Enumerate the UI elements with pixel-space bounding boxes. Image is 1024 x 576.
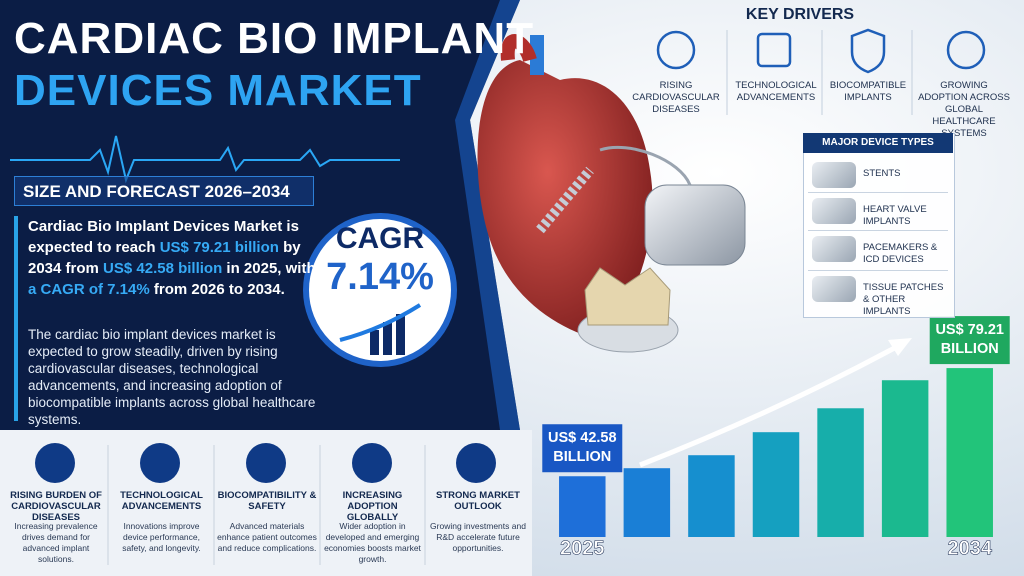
device-thumb bbox=[812, 198, 856, 224]
highlight-text: Increasing prevalence drives demand for … bbox=[14, 521, 98, 564]
chart: 2025 US$ 42.58 BILLION 2034 US$ 79.21 BILLION bbox=[542, 316, 1010, 560]
bar bbox=[817, 408, 864, 537]
summary-text: in 2025, with bbox=[222, 260, 316, 277]
highlight-title: INCREASING ADOPTION GLOBALLY bbox=[342, 490, 403, 523]
highlight-title: RISING BURDEN OF CARDIOVASCULAR DISEASES bbox=[10, 490, 102, 523]
icon bbox=[140, 443, 180, 483]
driver-label: GROWING ADOPTION ACROSS GLOBAL HEALTHCAR… bbox=[918, 80, 1010, 139]
icon bbox=[35, 443, 75, 483]
icon bbox=[352, 443, 392, 483]
valve-leaflet bbox=[584, 267, 671, 326]
highlight-icons bbox=[35, 443, 496, 483]
row-divider bbox=[808, 192, 948, 193]
subtitle: SIZE AND FORECAST 2026–2034 bbox=[14, 176, 314, 206]
vessel bbox=[500, 34, 537, 63]
bar bbox=[881, 380, 929, 537]
lead bbox=[599, 145, 692, 186]
icon bbox=[946, 30, 986, 70]
value-label-box bbox=[929, 316, 1010, 365]
bar bbox=[752, 432, 800, 537]
pulse-line bbox=[10, 135, 400, 184]
accent-bar bbox=[14, 216, 18, 421]
value-label-line: US$ 79.21 bbox=[935, 322, 1004, 338]
device-type-label: STENTS bbox=[863, 168, 901, 179]
bar bbox=[946, 368, 993, 537]
cagr-label: CAGR bbox=[335, 222, 425, 255]
cagr-value: 7.14% bbox=[326, 256, 434, 298]
device-type-label: PACEMAKERS & ICD DEVICES bbox=[863, 242, 938, 265]
device-thumb bbox=[812, 236, 856, 262]
stent bbox=[536, 166, 594, 234]
x-tick-label: 2034 bbox=[947, 537, 992, 559]
driver-label: RISING CARDIOVASCULAR DISEASES bbox=[632, 80, 720, 115]
device-types-title: MAJOR DEVICE TYPES bbox=[803, 133, 953, 153]
value-label-line: BILLION bbox=[941, 341, 999, 357]
badge-icon bbox=[370, 330, 379, 355]
highlight-title: BIOCOMPATIBILITY & SAFETY bbox=[217, 490, 317, 512]
summary-text: by 2034 from bbox=[28, 239, 301, 277]
bar bbox=[559, 476, 606, 537]
summary-text: Cardiac Bio Implant Devices Market is ex… bbox=[28, 218, 299, 256]
value-label: US$ 79.21 BILLION bbox=[935, 322, 1004, 357]
icon bbox=[756, 32, 792, 68]
vessel bbox=[530, 35, 544, 75]
heart bbox=[477, 60, 653, 340]
row-divider bbox=[808, 270, 948, 271]
growth-arrow bbox=[639, 342, 902, 468]
title: DEVICES MARKET bbox=[14, 66, 422, 115]
driver-label: TECHNOLOGICAL ADVANCEMENTS bbox=[735, 80, 817, 103]
highlight-dividers bbox=[107, 445, 426, 565]
x-tick-label: 2025 bbox=[560, 537, 605, 559]
cagr-badge bbox=[303, 213, 457, 367]
driver-dividers bbox=[726, 30, 913, 115]
highlight-text: Innovations improve device performance, … bbox=[122, 521, 201, 553]
summary-text: from 2026 to 2034. bbox=[149, 281, 285, 298]
badge-icon bbox=[396, 314, 405, 355]
driver-icons bbox=[656, 28, 986, 74]
value-label-line: BILLION bbox=[553, 449, 611, 465]
highlight-text: Growing investments and R&D accelerate f… bbox=[430, 521, 526, 553]
bar bbox=[623, 468, 671, 537]
growth-arrow-head bbox=[888, 338, 912, 356]
summary-highlight: US$ 79.21 billion bbox=[159, 239, 279, 256]
bar bbox=[688, 455, 735, 537]
summary: Cardiac Bio Implant Devices Market is ex… bbox=[28, 216, 318, 300]
panel-edge bbox=[455, 0, 520, 430]
value-label: US$ 42.58 BILLION bbox=[548, 430, 617, 465]
device-type-label: HEART VALVE IMPLANTS bbox=[863, 204, 927, 227]
driver-label: BIOCOMPATIBLE IMPLANTS bbox=[829, 80, 907, 103]
summary-highlight: US$ 42.58 billion bbox=[103, 260, 223, 277]
icon bbox=[656, 30, 696, 70]
title: CARDIAC BIO IMPLANT bbox=[14, 14, 535, 63]
icon bbox=[850, 28, 886, 74]
icon bbox=[246, 443, 286, 483]
highlight-title: STRONG MARKET OUTLOOK bbox=[436, 490, 520, 512]
device-thumb bbox=[812, 162, 856, 188]
summary-highlight: a CAGR of 7.14% bbox=[28, 281, 150, 298]
body-text: The cardiac bio implant devices market i… bbox=[28, 327, 316, 427]
device-type-label: TISSUE PATCHES & OTHER IMPLANTS bbox=[863, 282, 944, 317]
icon bbox=[456, 443, 496, 483]
key-drivers-title: KEY DRIVERS bbox=[745, 6, 855, 23]
badge-icon bbox=[383, 322, 392, 355]
badge-arrow bbox=[339, 303, 422, 342]
device-thumb bbox=[812, 276, 856, 302]
value-label-line: US$ 42.58 bbox=[548, 430, 617, 446]
highlight-title: TECHNOLOGICAL ADVANCEMENTS bbox=[120, 490, 203, 512]
value-label-box bbox=[542, 424, 623, 473]
highlight-text: Advanced materials enhance patient outco… bbox=[217, 521, 317, 553]
pacemaker bbox=[644, 184, 746, 266]
highlight-text: Wider adoption in developed and emerging… bbox=[324, 521, 421, 564]
row-divider bbox=[808, 230, 948, 231]
